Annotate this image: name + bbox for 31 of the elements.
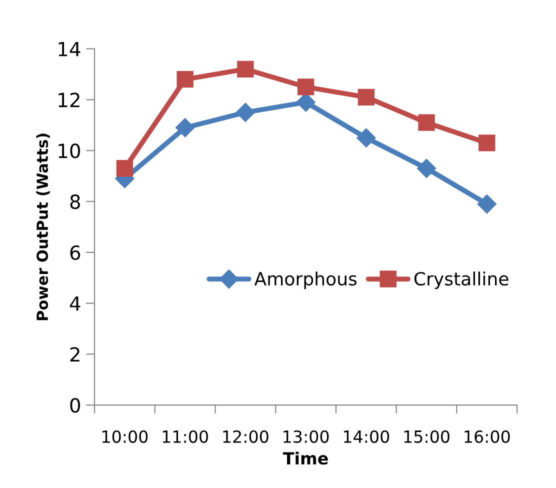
y-tick-label: 8 — [70, 194, 80, 210]
x-tick-label: 12:00 — [223, 430, 268, 443]
point — [176, 71, 194, 88]
point — [477, 194, 496, 214]
y-tick-label: 14 — [58, 42, 80, 56]
point — [417, 158, 436, 178]
x-tick-label: 14:00 — [344, 430, 390, 443]
x-tick-label: 15:00 — [404, 430, 450, 443]
x-axis-title: Time — [283, 452, 328, 465]
y-tick-label: 2 — [70, 347, 80, 362]
point — [358, 88, 374, 106]
point — [356, 128, 376, 148]
y-tick-label: 10 — [58, 144, 80, 158]
point — [116, 160, 134, 177]
point — [418, 114, 435, 131]
y-tick-label: 0 — [70, 398, 80, 413]
x-tick-label: 16:00 — [464, 430, 510, 443]
y-axis-title: Power OutPut (Watts) — [36, 134, 50, 320]
point — [176, 118, 195, 138]
x-tick-label: 10:00 — [102, 430, 148, 443]
legend-label: Amorphous — [254, 272, 357, 290]
x-tick-label: 13:00 — [284, 430, 329, 443]
point — [297, 78, 314, 96]
point — [237, 60, 254, 78]
y-tick-label: 6 — [70, 245, 80, 260]
point — [236, 102, 255, 122]
legend-label: Crystalline — [414, 272, 508, 290]
point — [478, 134, 496, 152]
y-tick-label: 12 — [58, 92, 80, 108]
y-tick-label: 4 — [70, 296, 80, 311]
x-tick-label: 11:00 — [162, 430, 208, 443]
